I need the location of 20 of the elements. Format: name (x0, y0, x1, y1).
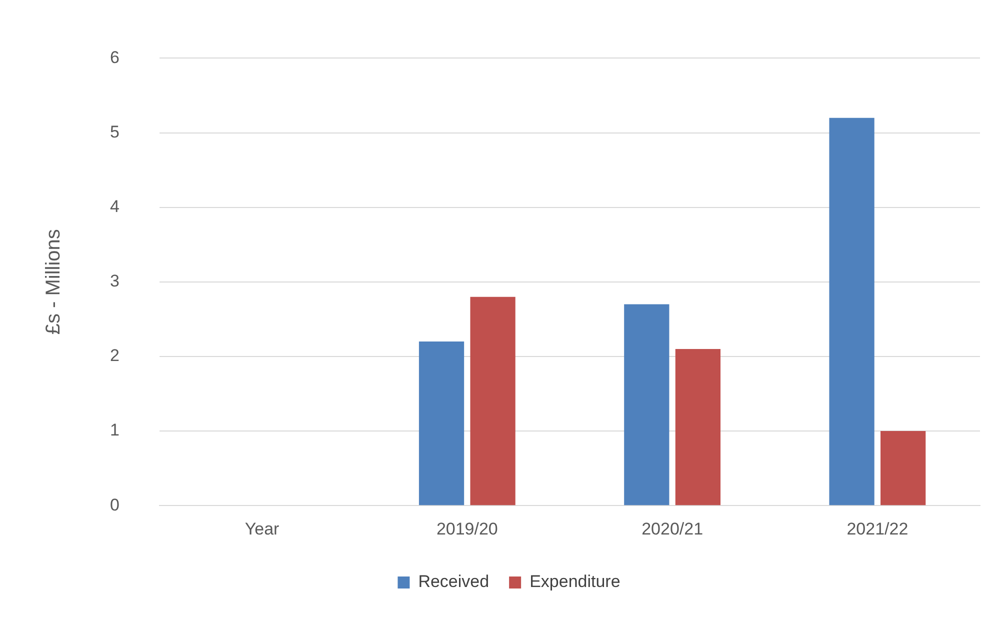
x-tick-label: 2020/21 (642, 519, 704, 538)
bar (624, 304, 670, 506)
x-tick-label: 2019/20 (436, 519, 498, 538)
bar (880, 431, 926, 506)
legend-label: Expenditure (530, 572, 620, 592)
x-tick-label: Year (244, 519, 280, 538)
y-tick-label: 5 (110, 122, 120, 142)
bar (675, 349, 721, 506)
y-tick-label: 2 (110, 346, 120, 366)
bar (418, 342, 464, 506)
legend-label: Received (418, 572, 490, 592)
y-tick-label: 3 (110, 272, 120, 291)
y-tick-label: 1 (110, 420, 120, 440)
y-axis-title: £s - Millions (42, 229, 65, 335)
y-tick-label: 0 (110, 495, 120, 514)
x-tick-label: 2021/22 (846, 519, 908, 538)
bar (470, 296, 516, 506)
y-tick-label: 4 (110, 197, 120, 216)
y-tick-label: 6 (110, 48, 120, 67)
bar (829, 118, 874, 506)
